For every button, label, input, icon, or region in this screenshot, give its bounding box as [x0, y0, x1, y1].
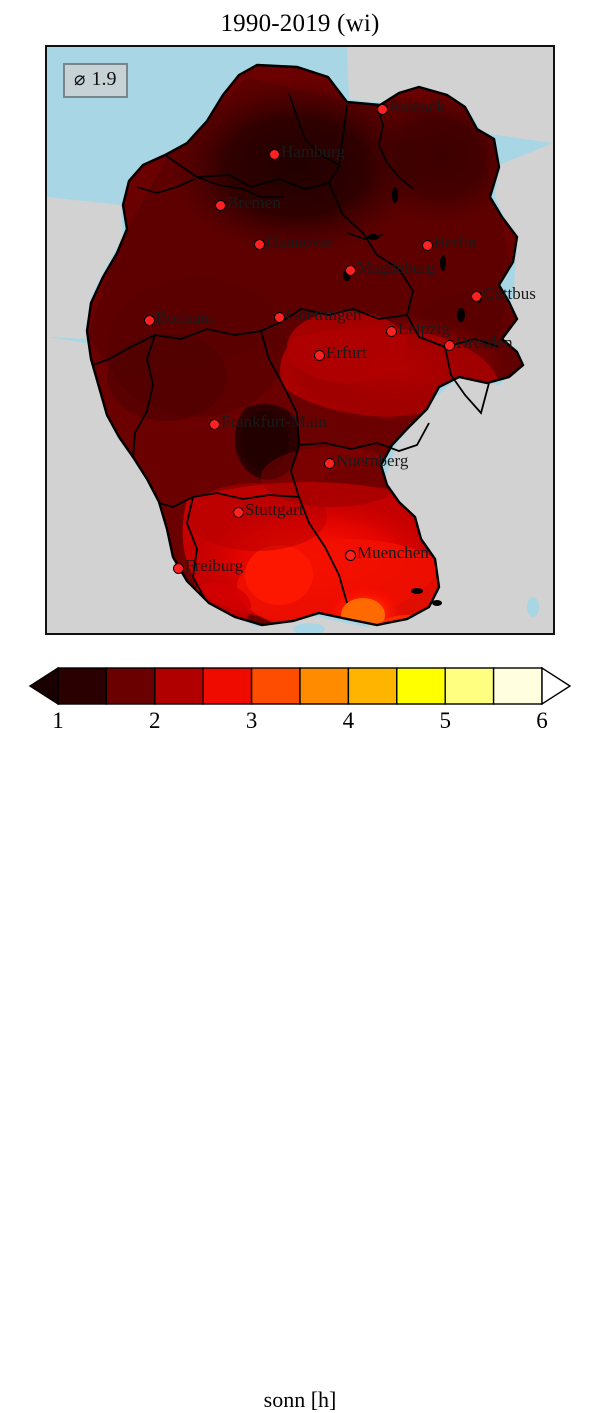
colorbar-cell-3 [202, 667, 253, 705]
colorbar-cell-4 [250, 667, 301, 705]
city-label: Hannover [266, 232, 334, 251]
colorbar-tick-1: 1 [52, 708, 64, 730]
city-label: Rostock [389, 97, 445, 116]
city-dot-icon [345, 550, 356, 561]
city-dot-icon [274, 312, 285, 323]
colorbar-arrows [28, 666, 572, 706]
city-label: Magdeburg [357, 258, 436, 277]
city-label: Muenchen [357, 543, 429, 562]
colorbar: 1 2 3 4 5 6 sonn [h] [0, 660, 600, 1412]
city-dot-icon [314, 350, 325, 361]
colorbar-svg: 1 2 3 4 5 6 [28, 666, 572, 730]
city-dot-icon [215, 200, 226, 211]
city-label: Freiburg [185, 556, 244, 575]
colorbar-tick-4: 4 [343, 708, 355, 730]
colorbar-cell-7 [396, 667, 446, 705]
city-label: Berlin [434, 233, 477, 252]
city-dot-icon [377, 104, 388, 115]
colorbar-tick-3: 3 [246, 708, 258, 730]
city-label: Leipzig [398, 319, 450, 338]
colorbar-cells [57, 667, 543, 705]
city-label: Hamburg [281, 142, 345, 161]
city-dot-icon [386, 326, 397, 337]
colorbar-tick-labels: 1 2 3 4 5 6 [52, 708, 548, 730]
germany-outline [85, 63, 525, 627]
city-label: Goettingen [286, 305, 362, 324]
city-dot-icon [269, 149, 280, 160]
colorbar-tick-5: 5 [439, 708, 451, 730]
colorbar-cell-1 [105, 667, 156, 705]
city-dot-icon [324, 458, 335, 469]
city-label: Erfurt [326, 343, 367, 362]
city-label: Dresden [456, 333, 513, 352]
colorbar-tick-2: 2 [149, 708, 161, 730]
city-dot-icon [444, 340, 455, 351]
city-dot-icon [254, 239, 265, 250]
colorbar-tick-6: 6 [536, 708, 548, 730]
average-badge: ⌀ 1.9 [63, 63, 129, 98]
colorbar-cell-5 [299, 667, 350, 705]
city-dot-icon [422, 240, 433, 251]
city-dot-icon [209, 419, 220, 430]
colorbar-label: sonn [h] [263, 1387, 337, 1412]
city-dot-icon [233, 507, 244, 518]
diameter-icon: ⌀ [74, 69, 86, 90]
city-dot-icon [471, 291, 482, 302]
state-borders [92, 104, 500, 604]
city-label: Nuernberg [336, 451, 409, 470]
city-label: Frankfurt-Main [221, 412, 327, 431]
city-label: Bremen [227, 193, 281, 212]
city-dot-icon [173, 563, 184, 574]
colorbar-over-arrow [541, 666, 572, 706]
figure-root: 1990-2019 (wi) [0, 10, 600, 1412]
page-title: 1990-2019 (wi) [220, 10, 380, 37]
city-label: Cottbus [483, 284, 536, 303]
map-panel: ⌀ 1.9 Rostock Hamburg Bremen Hannover Berlin M… [45, 45, 555, 635]
average-value: 1.9 [91, 68, 117, 90]
colorbar-cell-6 [347, 667, 398, 705]
colorbar-cell-9 [492, 667, 543, 705]
lakes [293, 597, 539, 633]
city-dot-icon [345, 265, 356, 276]
colorbar-cell-0 [57, 667, 108, 705]
city-label: Stuttgart [245, 500, 304, 519]
colorbar-under-arrow [28, 666, 59, 706]
city-label: Bochum [156, 308, 214, 327]
city-dot-icon [144, 315, 155, 326]
colorbar-cell-8 [444, 667, 495, 705]
colorbar-cell-2 [154, 667, 204, 705]
